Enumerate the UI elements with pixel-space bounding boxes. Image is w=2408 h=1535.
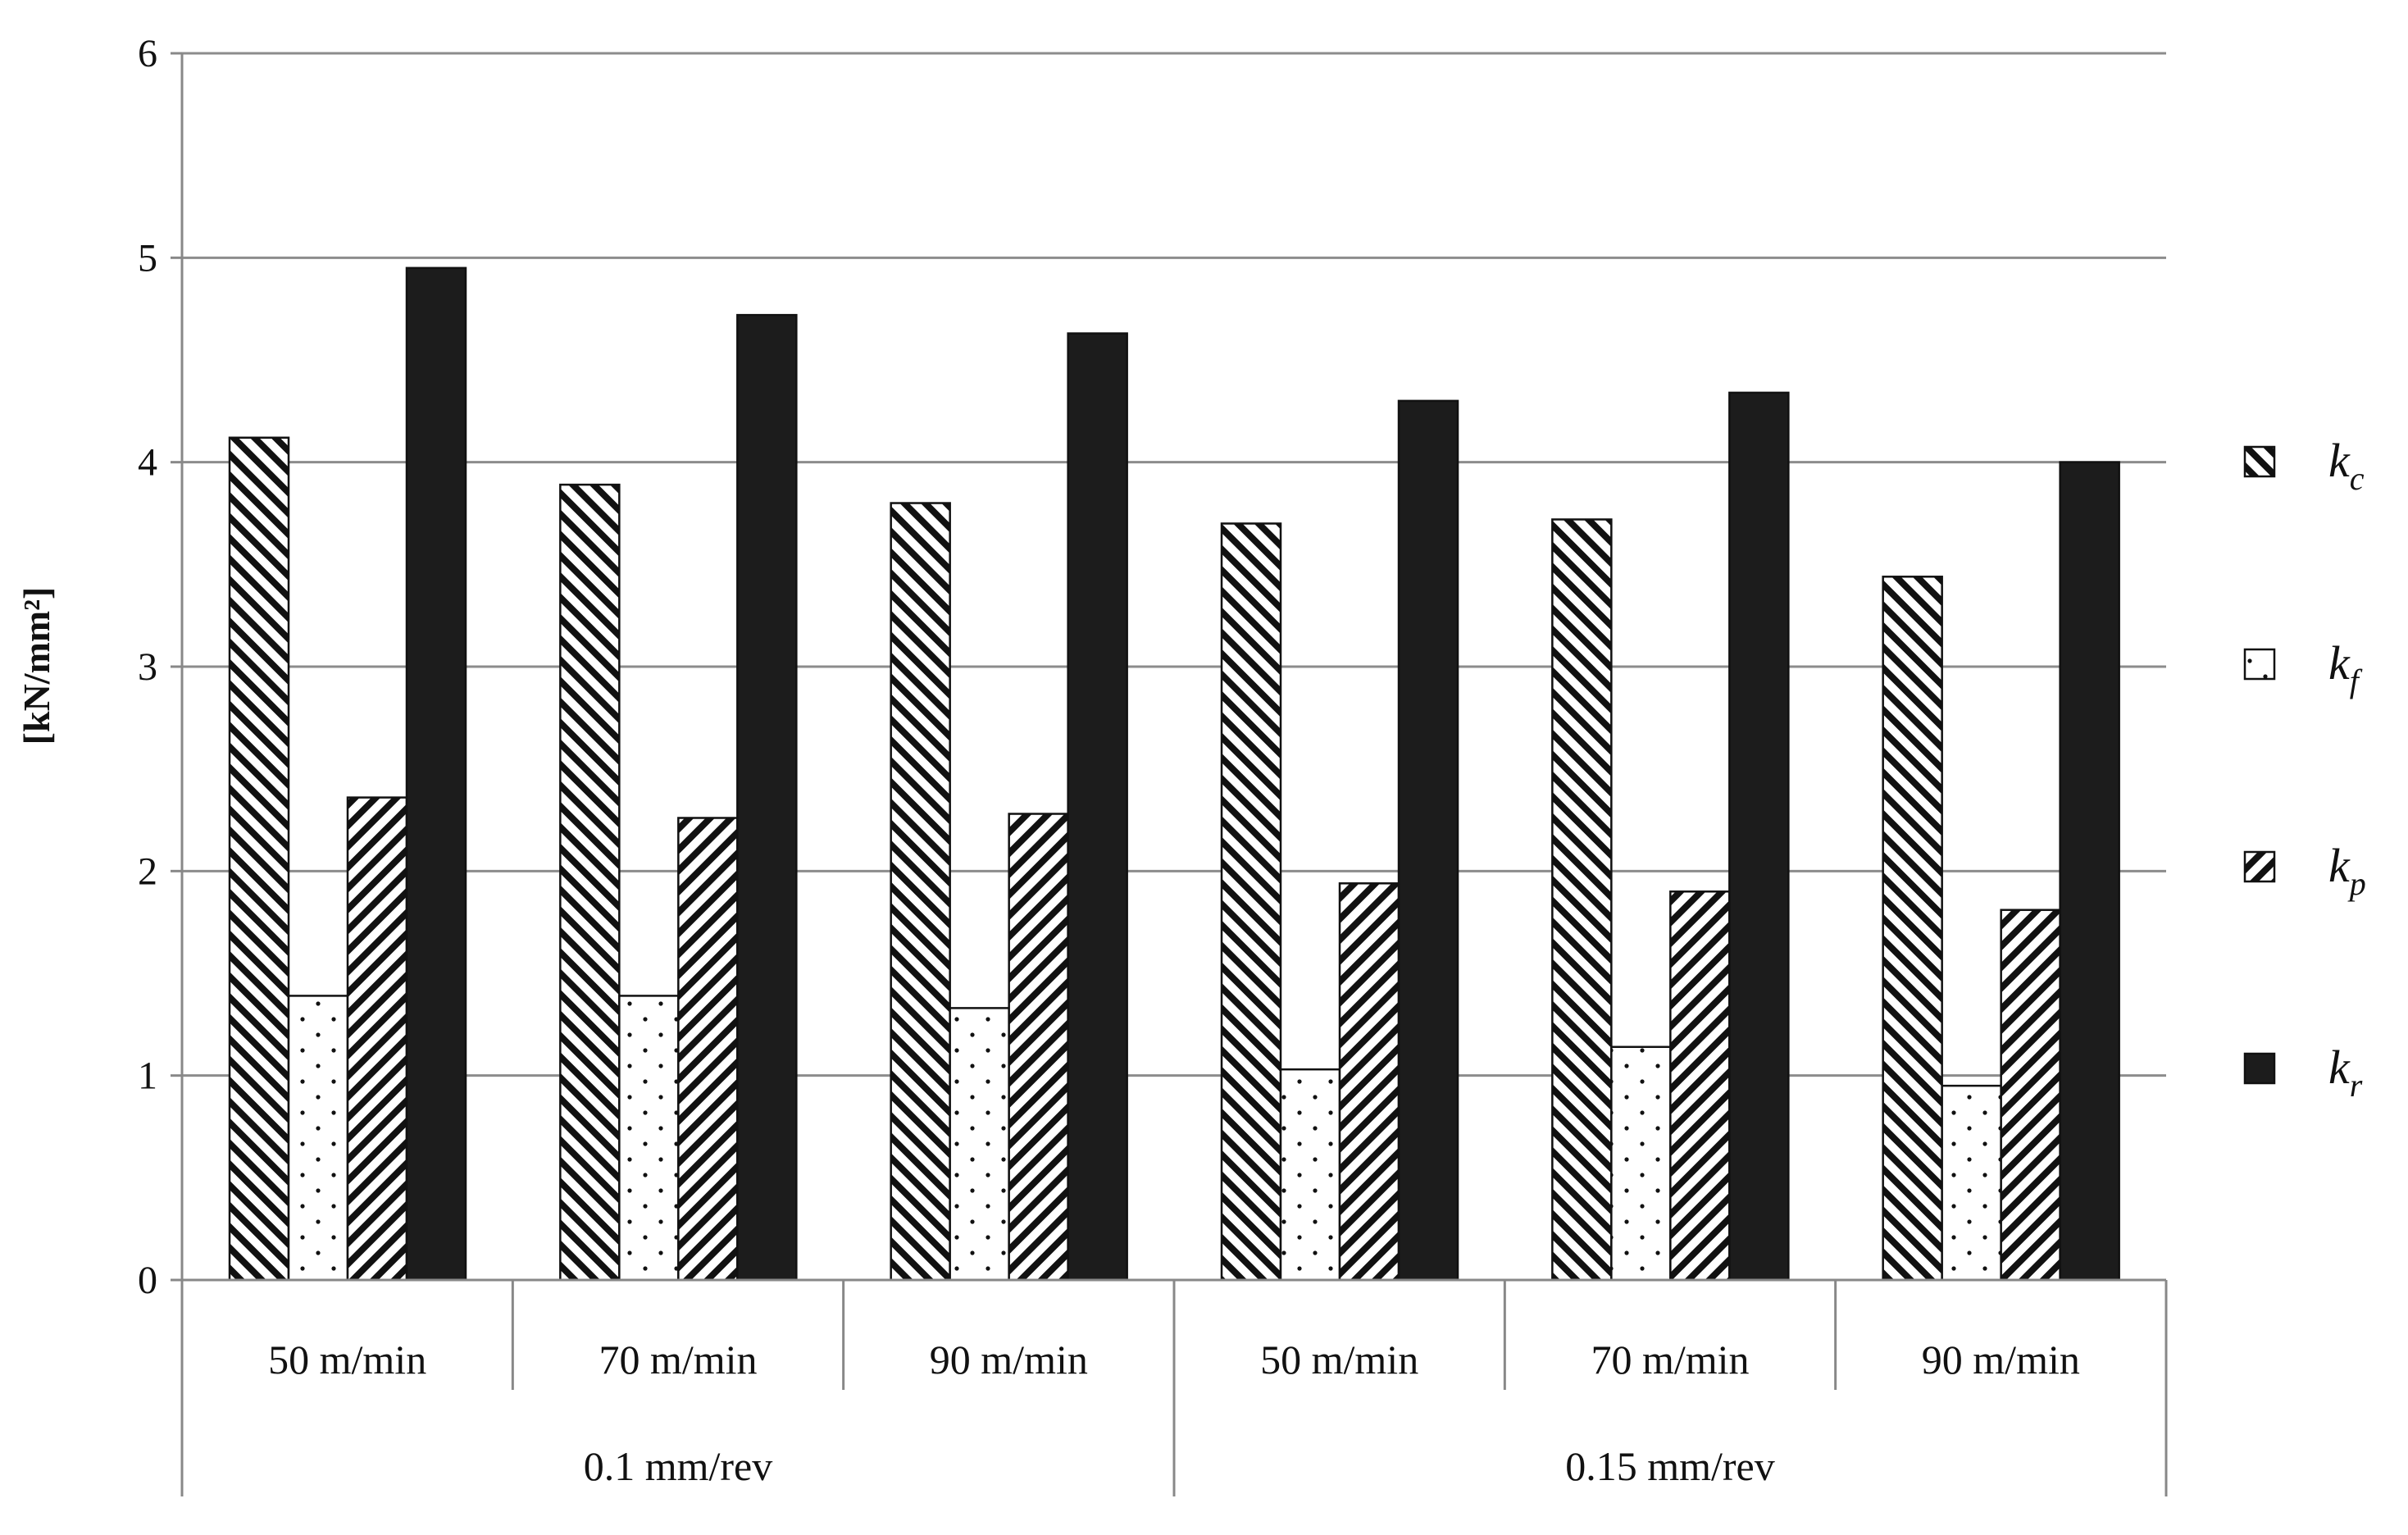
bar-kf-0 [287,995,349,1282]
category-label: 70 m/min [1591,1337,1749,1382]
legend-swatch [2243,1052,2276,1085]
legend-label: kc [2328,434,2365,497]
category-label: 90 m/min [930,1337,1088,1382]
bar-kf-4 [1610,1045,1672,1282]
bar-kc-1 [559,483,621,1282]
bar-kp-1 [677,817,739,1282]
bar-kp-3 [1338,882,1400,1282]
y-tick-label: 2 [138,849,157,893]
y-tick-label: 1 [138,1054,157,1098]
bar-kp-0 [346,796,408,1282]
legend: kc kf kp kr [2243,434,2366,1104]
y-axis-ticks: 0 1 2 3 4 5 6 [138,32,157,1302]
category-label: 90 m/min [1922,1337,2080,1382]
x-axis-labels: 50 m/min 70 m/min 90 m/min 50 m/min 70 m/min… [268,1337,2080,1489]
y-axis-title: [kN/mm²] [16,587,57,745]
bar-kf-3 [1279,1068,1341,1282]
category-label: 70 m/min [599,1337,757,1382]
axes [180,53,2168,1496]
category-label: 50 m/min [1260,1337,1418,1382]
bar-kf-2 [949,1007,1010,1282]
bar-kr-3 [1397,399,1459,1282]
legend-swatch [2243,850,2276,883]
bar-kc-2 [890,502,951,1282]
bar-kc-0 [228,436,290,1282]
bar-kr-4 [1728,391,1790,1282]
legend-label: kf [2328,636,2363,699]
bar-kr-0 [405,266,467,1282]
bar-kp-4 [1669,890,1731,1282]
bar-kr-1 [736,313,798,1282]
legend-swatch [2243,648,2276,681]
legend-swatch [2243,445,2276,478]
bar-kc-4 [1551,518,1613,1282]
category-label: 50 m/min [268,1337,426,1382]
group-label: 0.1 mm/rev [584,1443,773,1489]
bar-kr-2 [1067,332,1128,1282]
bar-kf-5 [1941,1084,2002,1282]
gridlines [171,52,2166,1282]
bar-kp-5 [2000,909,2061,1282]
bar-kc-5 [1882,576,1943,1282]
legend-label: kp [2328,839,2366,902]
y-tick-label: 5 [138,236,157,280]
group-label: 0.15 mm/rev [1565,1443,1775,1489]
y-tick-label: 4 [138,441,157,485]
y-tick-label: 3 [138,645,157,689]
y-tick-label: 0 [138,1259,157,1302]
bar-kf-1 [618,995,680,1282]
bar-kc-3 [1220,522,1282,1282]
legend-label: kr [2328,1041,2363,1104]
y-tick-label: 6 [138,32,157,75]
bar-kp-2 [1008,813,1069,1282]
bar-kr-5 [2059,461,2120,1282]
bars [228,266,2120,1282]
